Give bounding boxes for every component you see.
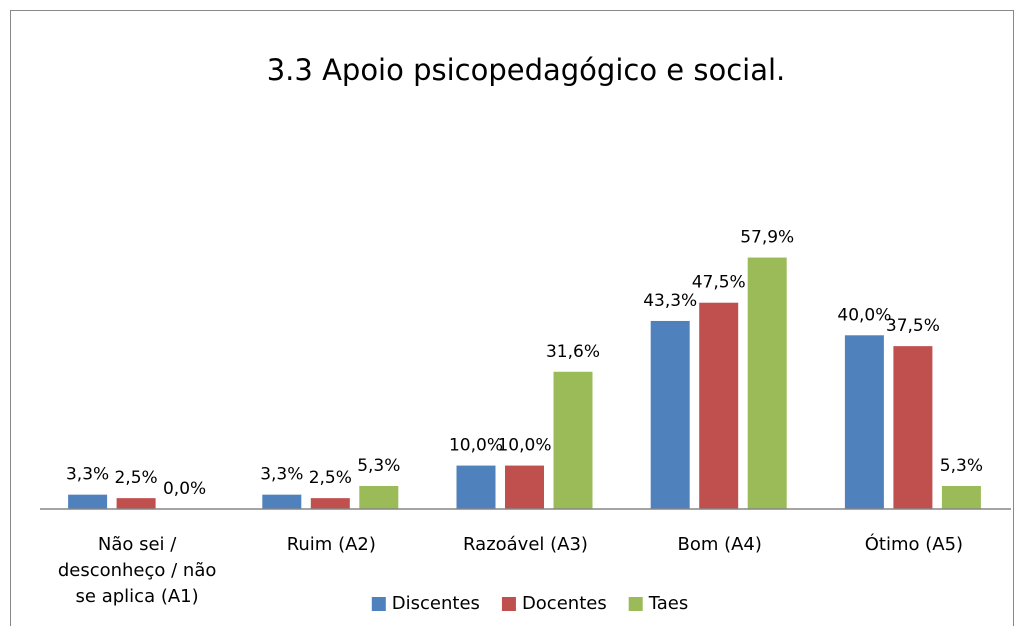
bar (699, 302, 739, 509)
value-label: 43,3% (643, 291, 697, 311)
value-label: 57,9% (740, 228, 794, 248)
x-tick-label: Ótimo (A5) (864, 534, 964, 555)
bar (553, 371, 593, 509)
value-label: 31,6% (546, 342, 600, 362)
value-label: 10,0% (497, 436, 551, 456)
value-label: 5,3% (940, 456, 983, 476)
value-label: 40,0% (837, 305, 891, 325)
value-label: 2,5% (114, 468, 157, 488)
legend-label: Taes (648, 593, 689, 614)
bar (505, 465, 544, 509)
legend-label: Docentes (522, 593, 607, 614)
bar (941, 485, 981, 509)
x-tick-label: Bom (A4) (677, 534, 762, 555)
bar (68, 494, 108, 509)
legend-label: Discentes (392, 593, 480, 614)
bar (262, 494, 302, 509)
bar (844, 335, 884, 509)
x-tick-label: Não sei / desconheço / não se aplica (A1… (57, 534, 217, 607)
bar (310, 498, 350, 509)
x-tick-label: Razoável (A3) (463, 534, 588, 555)
value-label: 47,5% (692, 273, 746, 293)
legend-swatch (371, 597, 386, 611)
bar (116, 498, 156, 509)
legend-swatch (628, 597, 643, 611)
chart-title: 3.3 Apoio psicopedagógico e social. (267, 53, 786, 87)
chart-frame (10, 10, 1014, 626)
value-label: 0,0% (163, 479, 206, 499)
x-tick-label: Ruim (A2) (286, 534, 376, 555)
value-label: 3,3% (260, 465, 303, 485)
value-label: 3,3% (66, 465, 109, 485)
legend-swatch (501, 597, 516, 611)
bar (747, 257, 787, 509)
value-label: 37,5% (886, 316, 940, 336)
bar (359, 485, 399, 509)
bar (893, 346, 933, 509)
bar (650, 320, 690, 509)
bar (456, 465, 496, 509)
value-label: 2,5% (309, 468, 352, 488)
value-label: 10,0% (449, 436, 503, 456)
value-label: 5,3% (357, 456, 400, 476)
